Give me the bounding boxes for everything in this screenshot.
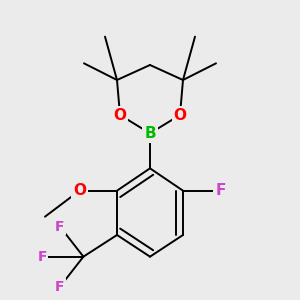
Text: O: O bbox=[113, 107, 127, 122]
Text: B: B bbox=[144, 126, 156, 141]
Text: O: O bbox=[173, 107, 187, 122]
Text: O: O bbox=[73, 183, 86, 198]
Text: F: F bbox=[37, 250, 47, 264]
Text: F: F bbox=[55, 280, 65, 294]
Text: F: F bbox=[215, 183, 226, 198]
Text: F: F bbox=[55, 220, 65, 234]
